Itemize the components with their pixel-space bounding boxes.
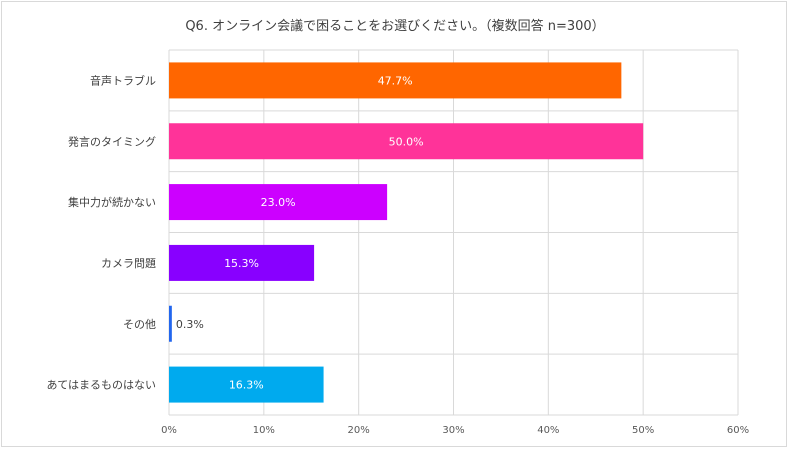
category-label: カメラ問題 xyxy=(101,257,156,270)
x-tick-label: 50% xyxy=(632,425,654,436)
category-label: 音声トラブル xyxy=(90,73,156,87)
x-tick-label: 0% xyxy=(161,425,177,436)
data-label: 16.3% xyxy=(229,379,264,392)
data-label: 15.3% xyxy=(224,257,259,270)
bar xyxy=(169,244,315,281)
x-tick-label: 10% xyxy=(253,425,275,436)
category-label: 発言のタイミング xyxy=(68,134,156,148)
category-label: あてはまるものはない xyxy=(46,379,156,392)
chart-title: Q6. オンライン会議で困ることをお選びください。（複数回答 n=300） xyxy=(185,19,605,34)
data-label: 50.0% xyxy=(389,135,424,148)
category-label: その他 xyxy=(123,318,156,331)
bar xyxy=(169,62,622,99)
bar xyxy=(169,184,388,221)
bar xyxy=(169,123,644,160)
x-tick-label: 30% xyxy=(442,425,464,436)
data-label: 47.7% xyxy=(378,74,413,87)
x-tick-label: 40% xyxy=(537,425,559,436)
category-label: 集中力が続かない xyxy=(68,195,156,209)
x-tick-label: 60% xyxy=(727,425,749,436)
bar xyxy=(169,366,324,403)
bar xyxy=(169,305,172,342)
data-label: 0.3% xyxy=(176,318,204,331)
x-tick-label: 20% xyxy=(348,425,370,436)
data-label: 23.0% xyxy=(261,196,296,209)
